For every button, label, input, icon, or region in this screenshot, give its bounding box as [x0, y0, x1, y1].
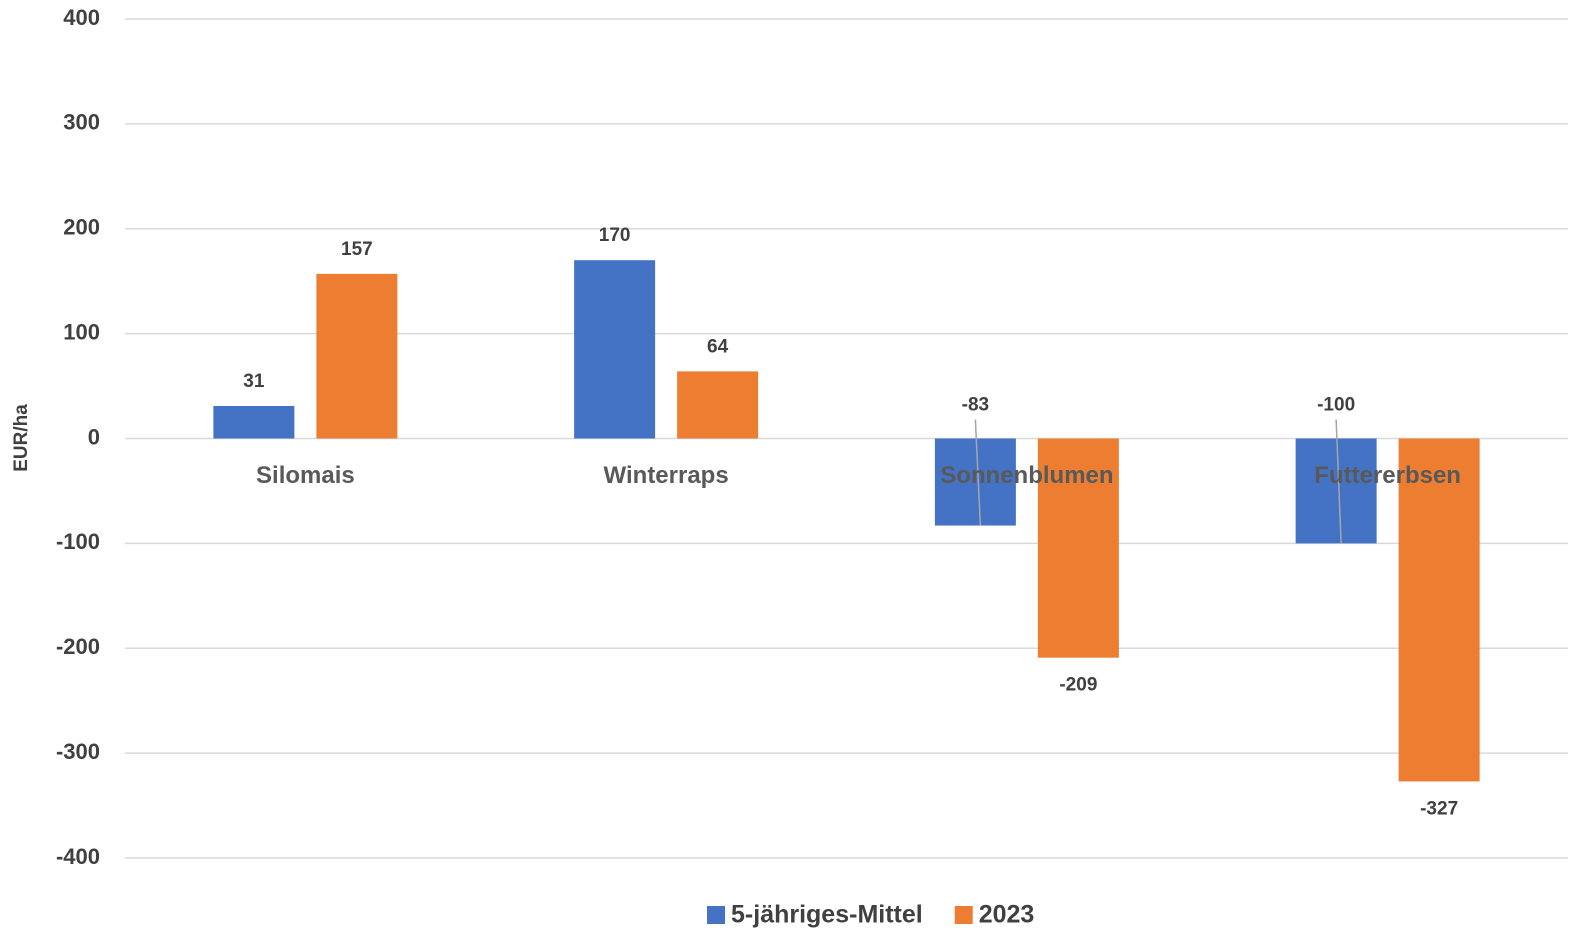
y-tick-label: 100: [63, 319, 100, 344]
legend-swatch: [707, 906, 726, 924]
data-label: 170: [599, 225, 631, 246]
legend-swatch: [954, 906, 973, 924]
data-label: -83: [962, 395, 989, 416]
data-label: -209: [1059, 675, 1097, 696]
legend-label: 2023: [979, 901, 1035, 929]
bar: [213, 405, 295, 439]
x-tick-label: Silomais: [256, 462, 355, 489]
y-tick-label: 0: [88, 424, 100, 449]
data-label: 157: [341, 239, 373, 260]
bar: [1295, 438, 1377, 544]
data-label: -327: [1420, 798, 1458, 819]
leader-line: [974, 419, 982, 526]
data-label: 31: [243, 371, 265, 392]
y-tick-label: -200: [56, 634, 100, 659]
x-tick-label: Sonnenblumen: [940, 462, 1113, 489]
y-tick-label: 400: [63, 5, 100, 30]
x-tick-label: Futtererbsen: [1314, 462, 1461, 489]
leader-line: [1335, 419, 1342, 544]
y-tick-label: 300: [63, 110, 100, 135]
bar: [677, 371, 759, 439]
bar: [316, 273, 398, 439]
y-tick-label: -400: [56, 844, 100, 869]
y-axis-label: EUR/ha: [11, 404, 32, 472]
bar: [574, 260, 656, 439]
bar: [934, 438, 1016, 526]
x-tick-label: Winterraps: [604, 462, 729, 489]
legend-label: 5-jähriges-Mittel: [731, 901, 923, 929]
bar: [1037, 438, 1119, 658]
data-label: 64: [707, 336, 729, 357]
bar: [1398, 438, 1480, 782]
y-tick-label: -100: [56, 529, 100, 554]
y-tick-label: -300: [56, 739, 100, 764]
y-tick-label: 200: [63, 215, 100, 240]
data-label: -100: [1317, 395, 1355, 416]
